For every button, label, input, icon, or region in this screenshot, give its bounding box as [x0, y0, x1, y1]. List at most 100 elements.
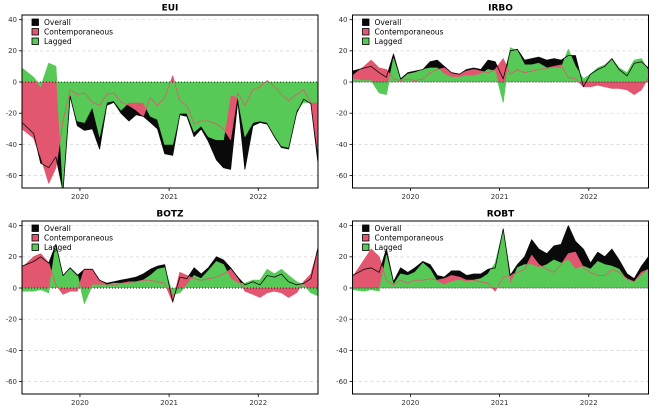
- chart-text: -20: [6, 316, 17, 324]
- chart-text: 2022: [249, 193, 267, 201]
- legend-label-contemporaneous: Contemporaneous: [44, 234, 113, 243]
- x-axis: 2020 2021 2022: [71, 394, 267, 407]
- chart-text: -60: [336, 172, 347, 180]
- legend-key-lagged: [362, 37, 370, 45]
- chart-text: 40: [8, 16, 17, 24]
- chart-text: 20: [339, 47, 348, 55]
- line-contemporaneous: [352, 58, 649, 95]
- chart-text: -60: [6, 378, 17, 386]
- chart-text: 0: [343, 78, 347, 86]
- area-contemporaneous: [352, 58, 649, 95]
- chart-text: 0: [343, 284, 347, 292]
- legend-key-contemporaneous: [31, 28, 39, 36]
- y-axis: 40 20 0 -20 -40 -60: [336, 16, 353, 180]
- legend-key-lagged: [362, 243, 370, 251]
- chart-text: 20: [8, 47, 17, 55]
- y-axis: 40 20 0 -20 -40 -60: [336, 222, 353, 386]
- line-lagged: [22, 244, 318, 304]
- chart-text: -40: [6, 347, 17, 355]
- legend-label-lagged: Lagged: [375, 37, 403, 46]
- chart-text: 20: [339, 253, 348, 261]
- chart-text: -20: [6, 110, 17, 118]
- chart-text: 2021: [491, 399, 509, 407]
- line-overall: [352, 225, 649, 283]
- chart-text: 2020: [402, 399, 420, 407]
- chart-cell-robt: 40 20 0 -20 -40 -60 2020 2021 2022 ROBT Overall Con…: [330, 206, 661, 412]
- chart-text: -60: [6, 172, 17, 180]
- line-lagged: [352, 47, 649, 103]
- legend-key-contemporaneous: [31, 234, 39, 242]
- chart-text: 2022: [249, 399, 267, 407]
- legend-key-lagged: [31, 37, 39, 45]
- panel-title: EUI: [162, 4, 179, 14]
- area-lagged: [22, 63, 318, 188]
- chart-text: -40: [6, 141, 17, 149]
- chart-text: 2020: [71, 399, 89, 407]
- panel-background: [330, 206, 661, 412]
- chart-text: -20: [336, 110, 347, 118]
- panel-title: IRBO: [488, 4, 513, 14]
- x-axis: 2020 2021 2022: [402, 188, 598, 201]
- plot-area: [352, 47, 649, 103]
- chart-text: 2020: [71, 193, 89, 201]
- panel-border: [21, 14, 319, 189]
- panel-title: ROBT: [487, 210, 515, 220]
- legend-key-overall: [31, 18, 39, 26]
- plot-area: [22, 244, 318, 304]
- chart-text: -40: [336, 141, 347, 149]
- panel-border: [352, 14, 649, 189]
- area-lagged: [352, 230, 649, 292]
- plot-area: [22, 62, 318, 188]
- x-axis: 2020 2021 2022: [402, 394, 598, 407]
- panel-background: [0, 206, 330, 412]
- line-contemporaneous: [352, 248, 649, 292]
- chart-cell-eui: 40 20 0 -20 -40 -60 2020 2021 2022 EUI Overall Cont…: [0, 0, 330, 206]
- chart-text: -20: [336, 316, 347, 324]
- legend-key-overall: [362, 18, 370, 26]
- plot-area: [352, 225, 649, 292]
- legend-label-contemporaneous: Contemporaneous: [44, 28, 113, 37]
- legend-key-overall: [362, 224, 370, 232]
- chart-text: 20: [8, 253, 17, 261]
- legend-label-lagged: Lagged: [44, 243, 72, 252]
- chart-text: -60: [336, 378, 347, 386]
- chart-text: 2022: [580, 193, 598, 201]
- chart-text: 40: [8, 222, 17, 230]
- legend-label-lagged: Lagged: [375, 243, 403, 252]
- chart-text: -40: [336, 347, 347, 355]
- line-overall: [22, 95, 318, 188]
- legend-label-lagged: Lagged: [44, 37, 72, 46]
- legend-label-overall: Overall: [44, 224, 71, 233]
- chart-text: 2021: [160, 399, 178, 407]
- chart-text: 0: [13, 78, 17, 86]
- legend-label-overall: Overall: [375, 18, 402, 27]
- panel-border: [21, 220, 319, 395]
- chart-panel-irbo: 40 20 0 -20 -40 -60 2020 2021 2022 IRBO OverallCon…: [330, 0, 661, 206]
- line-contemporaneous: [22, 75, 318, 184]
- line-overall: [22, 244, 318, 303]
- panel-border: [352, 220, 649, 395]
- chart-text: 40: [339, 16, 348, 24]
- chart-text: 2022: [580, 399, 598, 407]
- chart-cell-irbo: 40 20 0 -20 -40 -60 2020 2021 2022 IRBO Overall Con…: [330, 0, 661, 206]
- chart-panel-eui: 40 20 0 -20 -40 -60 2020 2021 2022 EUI OverallCont…: [0, 0, 330, 206]
- chart-text: 0: [13, 284, 17, 292]
- y-axis: 40 20 0 -20 -40 -60: [6, 222, 22, 386]
- legend-label-contemporaneous: Contemporaneous: [375, 28, 444, 37]
- y-axis: 40 20 0 -20 -40 -60: [6, 16, 22, 180]
- legend-key-contemporaneous: [362, 28, 370, 36]
- legend-key-overall: [31, 224, 39, 232]
- chart-text: 40: [339, 222, 348, 230]
- legend-key-lagged: [31, 243, 39, 251]
- line-overall: [352, 48, 649, 88]
- chart-panel-botz: 40 20 0 -20 -40 -60 2020 2021 2022 BOTZ OverallCon…: [0, 206, 330, 412]
- chart-text: 2021: [491, 193, 509, 201]
- x-axis: 2020 2021 2022: [71, 188, 267, 201]
- chart-cell-botz: 40 20 0 -20 -40 -60 2020 2021 2022 BOTZ Overall Con…: [0, 206, 330, 412]
- chart-text: 2020: [402, 193, 420, 201]
